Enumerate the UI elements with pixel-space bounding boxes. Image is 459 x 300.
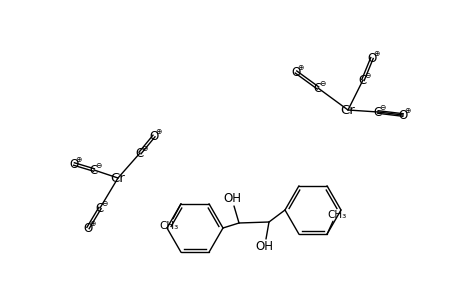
Text: O: O xyxy=(291,65,300,79)
Text: ⊕: ⊕ xyxy=(155,127,161,136)
Text: CH₃: CH₃ xyxy=(327,210,346,220)
Text: ⊕: ⊕ xyxy=(296,62,302,71)
Text: O: O xyxy=(69,158,78,170)
Text: O: O xyxy=(397,109,407,122)
Text: O: O xyxy=(367,52,376,64)
Text: ⊖: ⊖ xyxy=(318,79,325,88)
Text: C: C xyxy=(135,146,144,160)
Text: ⊖: ⊖ xyxy=(363,70,369,80)
Text: ⊕: ⊕ xyxy=(75,154,81,164)
Text: OH: OH xyxy=(223,191,241,205)
Text: ⊖: ⊖ xyxy=(95,160,101,169)
Text: Cr: Cr xyxy=(340,103,355,116)
Text: ⊕: ⊕ xyxy=(89,218,95,227)
Text: CH₃: CH₃ xyxy=(159,221,178,231)
Text: Cr: Cr xyxy=(110,172,125,184)
Text: ⊖: ⊖ xyxy=(378,103,384,112)
Text: O: O xyxy=(149,130,158,142)
Text: O: O xyxy=(83,221,92,235)
Text: C: C xyxy=(90,164,98,176)
Text: OH: OH xyxy=(254,241,272,254)
Text: ⊕: ⊕ xyxy=(372,49,378,58)
Text: C: C xyxy=(95,202,104,214)
Text: ⊖: ⊖ xyxy=(101,199,107,208)
Text: C: C xyxy=(358,74,366,86)
Text: ⊕: ⊕ xyxy=(403,106,409,115)
Text: ⊖: ⊖ xyxy=(140,143,147,152)
Text: C: C xyxy=(313,82,321,94)
Text: C: C xyxy=(373,106,381,118)
